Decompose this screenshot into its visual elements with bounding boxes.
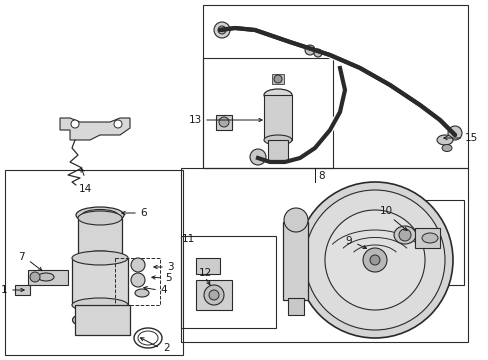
Bar: [72, 258, 128, 305]
Circle shape: [273, 75, 282, 83]
Circle shape: [305, 45, 314, 55]
Text: 1: 1: [0, 285, 7, 295]
Bar: [271, 74, 284, 84]
Bar: [78, 218, 122, 258]
Text: 7: 7: [19, 252, 25, 262]
Text: 6: 6: [140, 208, 146, 218]
Bar: [28, 270, 68, 285]
Text: 13: 13: [188, 115, 202, 125]
Circle shape: [249, 149, 265, 165]
Circle shape: [284, 208, 307, 232]
Text: 3: 3: [167, 262, 173, 272]
Circle shape: [208, 290, 219, 300]
Bar: [196, 280, 231, 310]
Bar: [75, 305, 130, 335]
Circle shape: [30, 272, 40, 282]
Bar: [203, 5, 467, 168]
Ellipse shape: [441, 144, 451, 152]
Ellipse shape: [436, 135, 452, 145]
Text: 2: 2: [163, 343, 169, 353]
Ellipse shape: [78, 211, 122, 225]
Bar: [5, 170, 183, 355]
Ellipse shape: [76, 207, 124, 223]
Bar: [15, 285, 30, 295]
Circle shape: [71, 120, 79, 128]
Bar: [181, 168, 467, 342]
Ellipse shape: [38, 273, 54, 281]
Bar: [115, 258, 160, 305]
Circle shape: [362, 248, 386, 272]
Ellipse shape: [72, 311, 127, 329]
Circle shape: [218, 26, 225, 34]
Ellipse shape: [82, 210, 118, 220]
Circle shape: [219, 117, 228, 127]
Text: 5: 5: [164, 273, 171, 283]
Bar: [181, 236, 275, 328]
Text: 12: 12: [199, 268, 212, 278]
Circle shape: [296, 182, 452, 338]
Text: 10: 10: [379, 206, 392, 216]
Text: 14: 14: [78, 184, 91, 194]
Ellipse shape: [393, 226, 415, 244]
Circle shape: [305, 190, 444, 330]
Ellipse shape: [72, 251, 128, 265]
Bar: [283, 222, 307, 300]
Circle shape: [131, 258, 145, 272]
Text: 15: 15: [464, 133, 477, 143]
Circle shape: [114, 120, 122, 128]
Polygon shape: [60, 118, 130, 140]
Text: 9: 9: [345, 236, 351, 246]
Bar: [267, 140, 287, 160]
Bar: [203, 58, 332, 168]
Bar: [264, 95, 291, 140]
Circle shape: [214, 22, 229, 38]
Ellipse shape: [80, 314, 120, 327]
Ellipse shape: [78, 251, 122, 265]
Circle shape: [447, 126, 461, 140]
Bar: [362, 200, 463, 285]
Circle shape: [313, 49, 321, 57]
Circle shape: [325, 210, 424, 310]
Circle shape: [369, 255, 379, 265]
Text: 8: 8: [317, 171, 324, 181]
Bar: [414, 228, 439, 248]
Ellipse shape: [264, 135, 291, 145]
Circle shape: [131, 273, 145, 287]
Ellipse shape: [421, 233, 437, 243]
Ellipse shape: [264, 89, 291, 101]
Circle shape: [203, 285, 224, 305]
Ellipse shape: [135, 289, 149, 297]
Text: 11: 11: [182, 234, 195, 244]
Ellipse shape: [90, 215, 110, 221]
Bar: [216, 115, 231, 130]
Bar: [287, 298, 304, 315]
Ellipse shape: [72, 298, 128, 312]
Text: 4: 4: [160, 285, 166, 295]
Circle shape: [398, 229, 410, 241]
Bar: [196, 258, 220, 274]
